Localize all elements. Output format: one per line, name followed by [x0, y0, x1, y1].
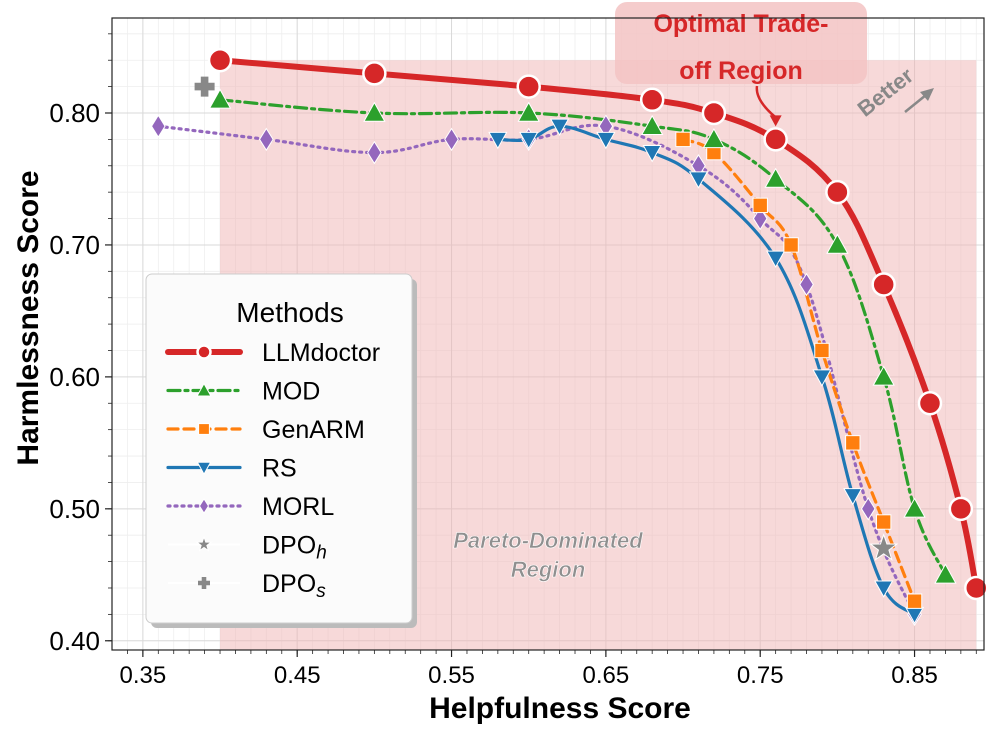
data-point-llmdoctor — [362, 61, 387, 86]
y-axis-ticks: 0.40 0.50 0.60 0.70 0.80 — [49, 33, 112, 656]
x-tick-label: 0.75 — [737, 662, 784, 689]
legend-label-subscript: h — [316, 543, 327, 564]
y-tick-label: 0.40 — [49, 626, 100, 656]
series-line-mod — [218, 98, 948, 577]
legend-marker-genarm — [198, 423, 210, 435]
data-point-dpo-s — [194, 76, 215, 97]
data-point-llmdoctor — [516, 74, 541, 99]
y-tick-label: 0.80 — [49, 98, 100, 128]
series-markers — [150, 47, 989, 627]
legend-label-morl: MORL — [262, 493, 334, 521]
legend-items: LLMdoctor MOD GenARM RS MORL DPOh DPOs — [165, 339, 380, 602]
legend-title: Methods — [236, 297, 343, 328]
data-point-mod — [903, 497, 926, 518]
data-point-mod — [764, 167, 787, 188]
y-axis-label: Harmlessness Score — [12, 170, 45, 465]
legend-label-dpo-s: DPOs — [262, 570, 326, 602]
data-point-mod — [640, 114, 664, 135]
data-point-genarm — [675, 131, 691, 148]
data-point-llmdoctor — [701, 100, 727, 126]
legend: Methods LLMdoctor MOD GenARM RS MORL DPOh DPOs — [145, 273, 417, 628]
x-tick-label: 0.65 — [583, 662, 630, 689]
better-arrowhead — [920, 88, 934, 101]
pareto-label-line1: Pareto-Dominated — [453, 528, 643, 553]
legend-label-llmdoctor: LLMdoctor — [262, 339, 380, 367]
data-point-mod — [208, 88, 232, 109]
data-point-rs — [488, 131, 508, 150]
legend-marker-llmdoctor — [196, 344, 212, 360]
x-tick-label: 0.45 — [274, 662, 321, 689]
better-arrow — [904, 94, 927, 113]
data-point-morl — [258, 127, 274, 152]
legend-label-dpo-h: DPOh — [262, 532, 327, 564]
legend-marker-mod — [196, 382, 212, 397]
data-point-llmdoctor — [763, 127, 788, 152]
data-point-rs — [688, 171, 709, 189]
y-tick-label: 0.70 — [49, 230, 100, 260]
data-point-mod — [872, 365, 895, 386]
legend-marker-rs — [196, 461, 212, 476]
data-point-morl — [752, 206, 768, 231]
legend-label-rs: RS — [262, 455, 297, 483]
data-point-genarm — [783, 237, 799, 253]
x-axis-label: Helpfulness Score — [429, 692, 691, 725]
data-point-rs — [642, 145, 662, 163]
optimal-region-label-line1: Optimal Trade- — [653, 10, 828, 38]
data-point-llmdoctor — [917, 391, 943, 416]
data-point-mod — [363, 101, 386, 122]
legend-marker-dpo-h — [195, 535, 213, 552]
data-point-genarm — [875, 514, 892, 530]
data-point-genarm — [845, 435, 861, 451]
x-axis-ticks: 0.35 0.45 0.55 0.65 0.75 0.85 — [120, 650, 977, 689]
data-point-mod — [934, 563, 957, 584]
data-point-llmdoctor — [639, 87, 665, 113]
plot-frame — [111, 17, 985, 651]
legend-label-subscript: s — [316, 581, 326, 602]
data-point-morl — [860, 497, 876, 521]
data-point-rs — [765, 250, 786, 268]
data-point-genarm — [814, 342, 830, 359]
x-tick-label: 0.55 — [428, 662, 475, 689]
optimal-region-arrowhead — [769, 115, 782, 127]
optimal-region-arrow — [755, 85, 777, 119]
data-point-rs — [549, 118, 570, 137]
data-point-morl — [150, 114, 166, 138]
legend-marker-dpo-s — [198, 577, 210, 589]
series-line-genarm — [681, 137, 917, 603]
data-point-rs — [812, 369, 832, 387]
data-point-morl — [367, 140, 382, 165]
data-point-llmdoctor — [948, 496, 974, 522]
data-point-morl — [799, 272, 814, 297]
x-tick-label: 0.35 — [120, 662, 167, 689]
data-point-llmdoctor — [871, 272, 896, 297]
y-tick-label: 0.50 — [49, 494, 100, 524]
legend-marker-morl — [198, 497, 210, 515]
data-point-genarm — [906, 593, 923, 609]
pareto-label-line2: Region — [511, 557, 586, 582]
legend-label-mod: MOD — [262, 378, 320, 406]
data-point-llmdoctor — [825, 179, 850, 205]
data-point-rs — [596, 131, 616, 150]
data-point-llmdoctor — [207, 47, 233, 73]
data-point-mod — [702, 128, 726, 149]
data-point-mod — [826, 233, 849, 254]
optimal-region-box — [615, 2, 867, 84]
data-point-genarm — [752, 197, 768, 214]
data-point-rs — [843, 488, 863, 506]
optimal-region-label-line2: off Region — [679, 57, 803, 85]
y-tick-label: 0.60 — [49, 362, 100, 392]
data-point-mod — [517, 101, 540, 122]
data-point-morl — [444, 127, 459, 152]
data-point-rs — [519, 131, 539, 150]
data-point-llmdoctor — [964, 575, 989, 601]
data-point-rs — [874, 580, 894, 598]
data-point-dpo-h — [869, 533, 899, 561]
x-tick-label: 0.85 — [891, 662, 938, 689]
legend-label-genarm: GenARM — [262, 416, 365, 444]
legend-box — [145, 273, 413, 624]
